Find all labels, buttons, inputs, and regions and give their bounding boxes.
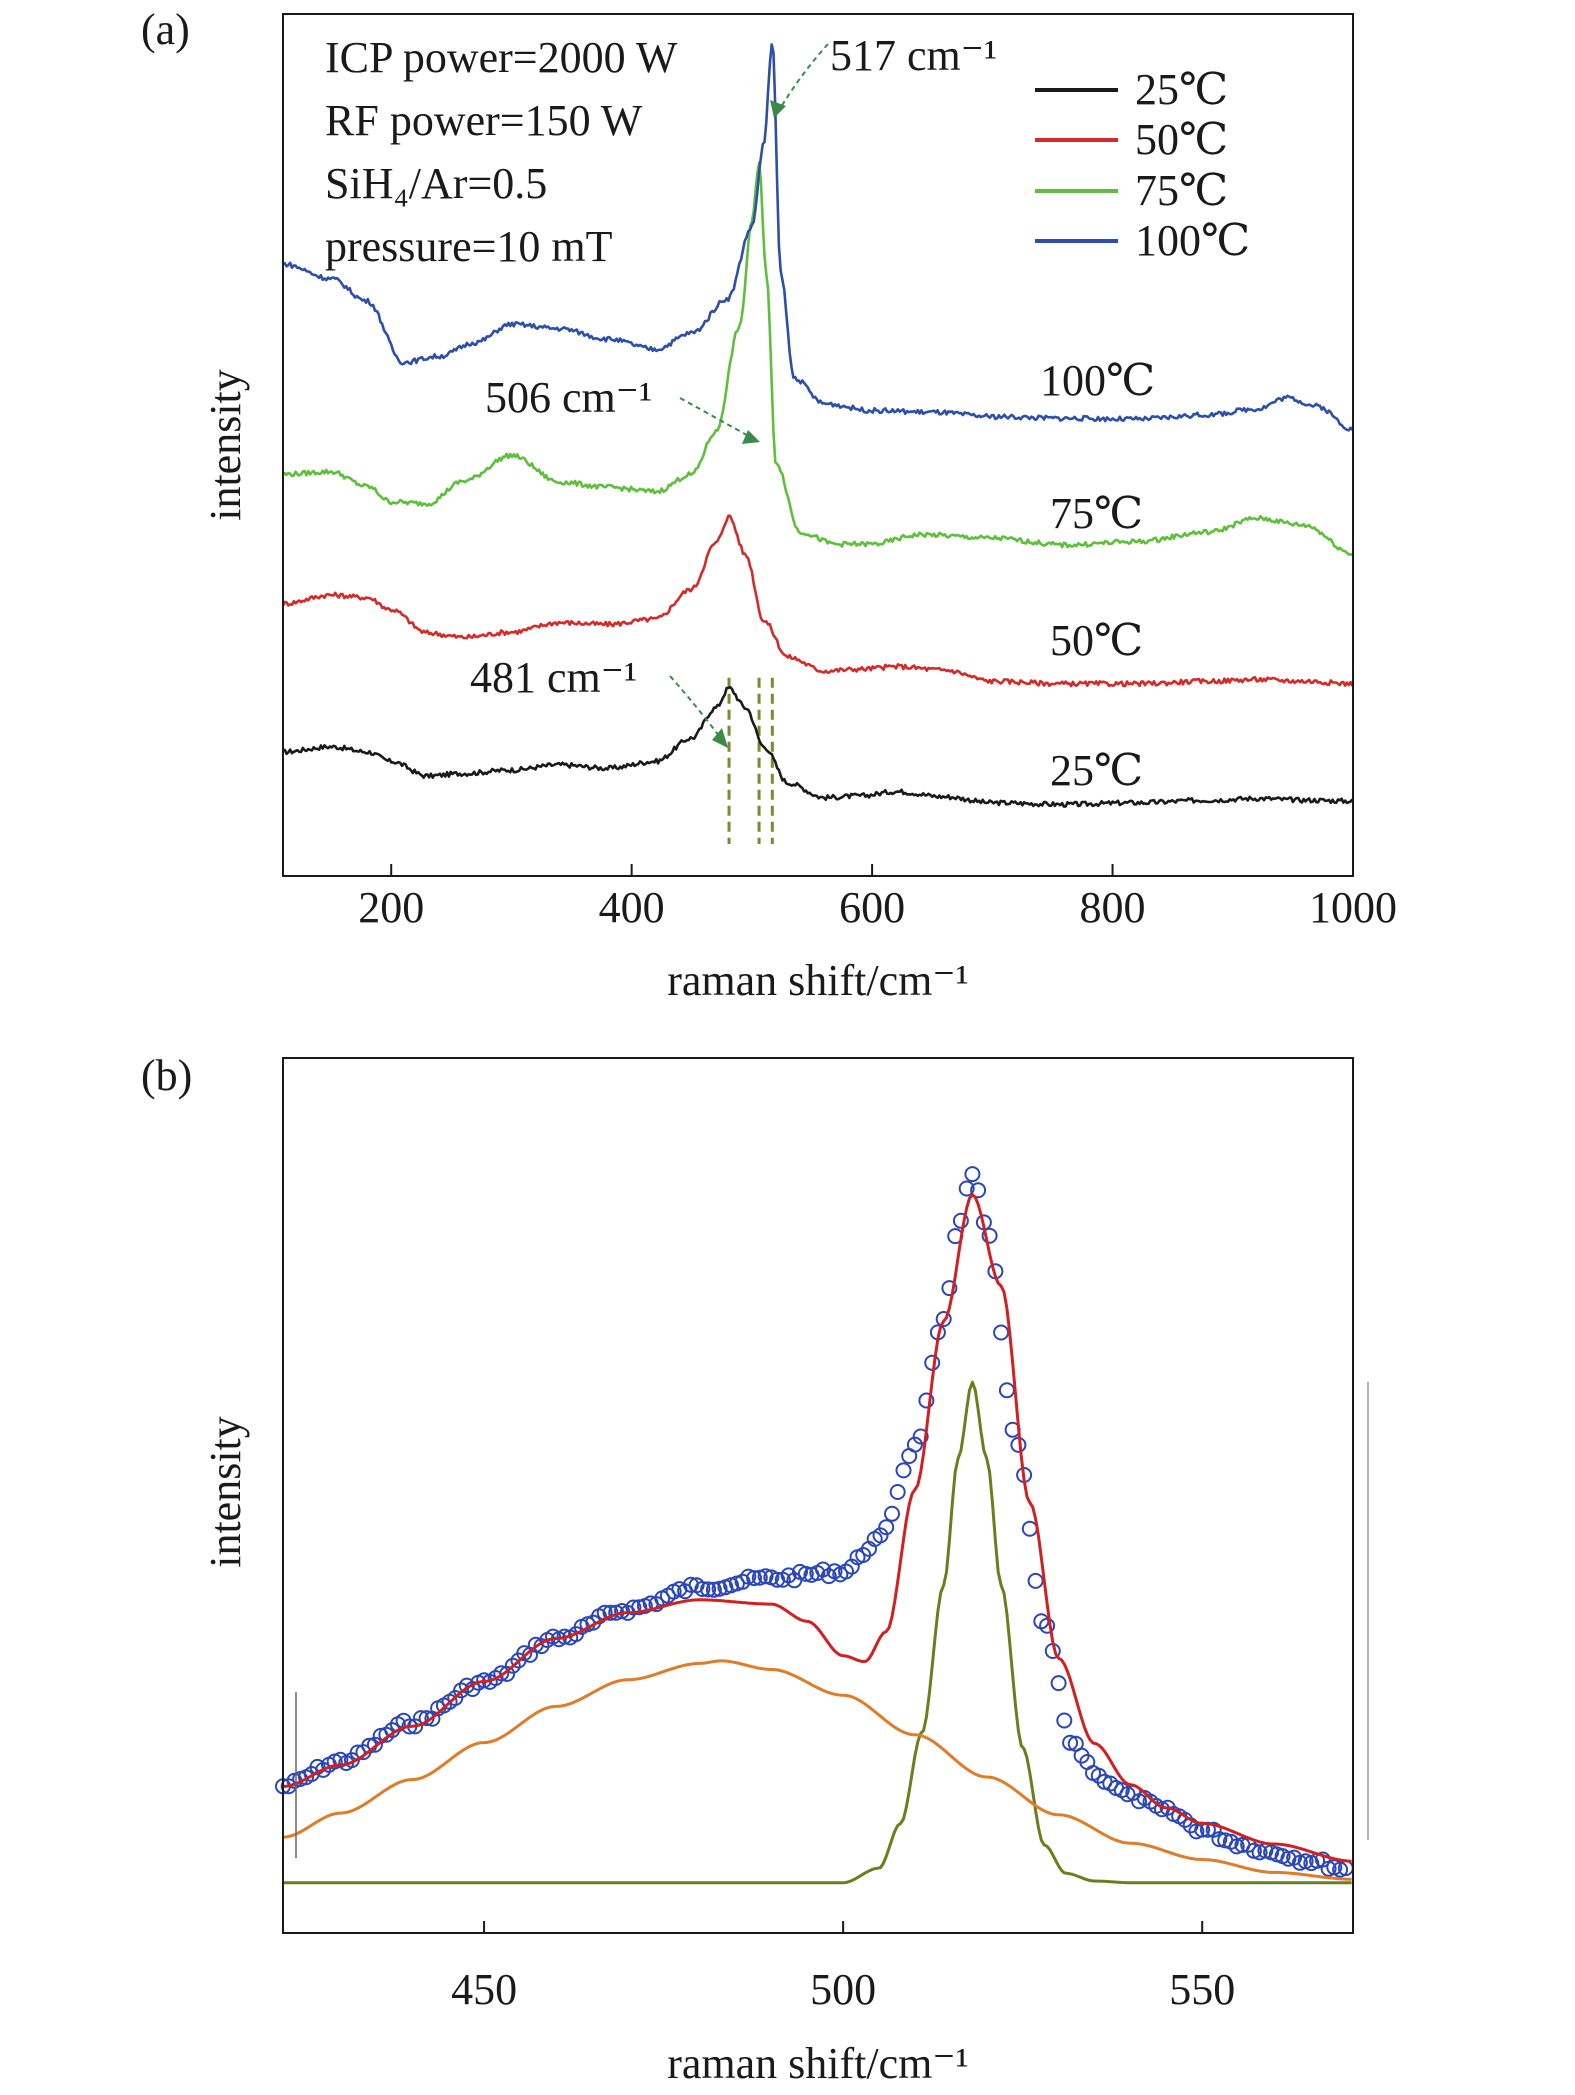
- data-point: [941, 1280, 958, 1297]
- curve-label-75: 75℃: [1050, 489, 1143, 538]
- data-point: [993, 1324, 1010, 1341]
- curve-labels: 100℃ 75℃ 50℃ 25℃: [1040, 356, 1155, 795]
- data-point: [694, 1581, 711, 1597]
- x-tick-label-1000: 1000: [1309, 883, 1397, 932]
- x-tick-label-200: 200: [358, 883, 424, 932]
- series-line-100: [282, 43, 1354, 432]
- data-point: [952, 1212, 969, 1229]
- legend-label-50: 50℃: [1135, 115, 1228, 164]
- data-point: [757, 1568, 774, 1585]
- peak-arrow-517: [777, 43, 829, 113]
- data-point: [889, 1484, 906, 1500]
- x-tick-label-800: 800: [1080, 883, 1146, 932]
- data-point: [872, 1527, 889, 1544]
- data-point: [964, 1166, 981, 1183]
- condition-rf-power: RF power=150 W: [325, 96, 643, 145]
- panel-b-x-ticks: 450 500 550: [451, 1921, 1235, 2014]
- fit-line-amorphous: [282, 1659, 1352, 1881]
- x-tick-label-600: 600: [839, 883, 905, 932]
- data-point: [970, 1182, 987, 1199]
- legend-label-75: 75℃: [1135, 166, 1228, 215]
- data-point: [1119, 1786, 1136, 1803]
- data-point: [1062, 1734, 1079, 1751]
- series-line-50: [281, 514, 1354, 688]
- peak-label-517: 517 cm⁻¹: [830, 31, 997, 80]
- data-point: [981, 1227, 998, 1244]
- peak-arrowhead-506: [742, 430, 760, 444]
- data-point: [746, 1570, 763, 1587]
- legend-label-100: 100℃: [1135, 216, 1250, 265]
- data-point: [1056, 1712, 1073, 1729]
- peak-arrowhead-517: [770, 100, 786, 118]
- data-point: [958, 1180, 975, 1197]
- x-tick-label-500: 500: [810, 1965, 876, 2014]
- peak-label-506: 506 cm⁻¹: [485, 373, 652, 422]
- data-point: [734, 1573, 751, 1590]
- panel-a-x-ticks: 200 400 600 800 1000: [358, 864, 1397, 932]
- condition-gas-ratio: SiH₄/Ar=0.5: [325, 159, 547, 208]
- data-point: [504, 1657, 521, 1674]
- series-line-75: [282, 161, 1353, 557]
- data-point: [797, 1565, 814, 1582]
- peak-arrow-506: [679, 397, 753, 439]
- x-tick-label-450: 450: [451, 1965, 517, 2014]
- data-point: [1027, 1572, 1044, 1589]
- x-tick-label-550: 550: [1169, 1965, 1235, 2014]
- panel-a-x-axis-title: raman shift/cm⁻¹: [667, 956, 969, 1005]
- panel-a: (a) 200 400 600 800 1000 raman shift/cm⁻¹ in…: [141, 5, 1397, 1005]
- peak-arrowhead-481: [712, 728, 728, 748]
- peak-label-481: 481 cm⁻¹: [470, 653, 637, 702]
- panel-a-frame: [282, 13, 1354, 877]
- data-point: [700, 1581, 717, 1598]
- data-point: [935, 1311, 952, 1327]
- fit-line-crystalline: [283, 1380, 1352, 1885]
- data-point: [1050, 1675, 1067, 1692]
- data-point: [918, 1392, 935, 1409]
- data-point: [493, 1665, 510, 1682]
- data-point: [1039, 1617, 1056, 1634]
- data-point: [631, 1599, 648, 1616]
- panel-a-y-axis-title: intensity: [201, 369, 250, 521]
- data-point: [924, 1354, 941, 1371]
- data-point: [625, 1599, 642, 1616]
- series-line-25: [282, 685, 1354, 808]
- curve-label-25: 25℃: [1050, 746, 1143, 795]
- panel-b-label: (b): [141, 1051, 192, 1100]
- data-point: [895, 1462, 912, 1479]
- data-point: [998, 1382, 1015, 1399]
- legend: 25℃ 50℃ 75℃ 100℃: [1035, 65, 1250, 265]
- panel-b-y-axis-title: intensity: [201, 1416, 250, 1568]
- conditions-block: ICP power=2000 W RF power=150 W SiH₄/Ar=…: [325, 33, 678, 271]
- data-point: [648, 1596, 665, 1613]
- data-point: [878, 1519, 895, 1536]
- peak-annotations: 517 cm⁻¹ 506 cm⁻¹ 481 cm⁻¹: [470, 31, 997, 748]
- data-point: [884, 1505, 900, 1522]
- curve-label-50: 50℃: [1050, 616, 1143, 665]
- panel-b: (b) 450 500 550 raman shift/cm⁻¹ intensity: [141, 1051, 1369, 2088]
- x-tick-label-400: 400: [599, 883, 665, 932]
- data-point: [705, 1581, 722, 1598]
- fit-line-fit: [282, 1193, 1352, 1863]
- panel-b-frame: [282, 1057, 1354, 1934]
- data-point: [906, 1436, 923, 1453]
- condition-pressure: pressure=10 mT: [325, 222, 613, 271]
- panel-a-label: (a): [141, 5, 190, 54]
- legend-label-25: 25℃: [1135, 65, 1228, 114]
- panel-a-plot-area: [281, 43, 1354, 844]
- data-point: [499, 1665, 516, 1682]
- data-point: [1021, 1520, 1038, 1537]
- curve-label-100: 100℃: [1040, 356, 1155, 405]
- condition-icp-power: ICP power=2000 W: [325, 33, 678, 82]
- data-point: [912, 1428, 929, 1445]
- panel-b-x-axis-title: raman shift/cm⁻¹: [667, 2039, 969, 2088]
- panel-b-plot-area: [275, 1166, 1354, 1885]
- data-point: [1211, 1831, 1228, 1848]
